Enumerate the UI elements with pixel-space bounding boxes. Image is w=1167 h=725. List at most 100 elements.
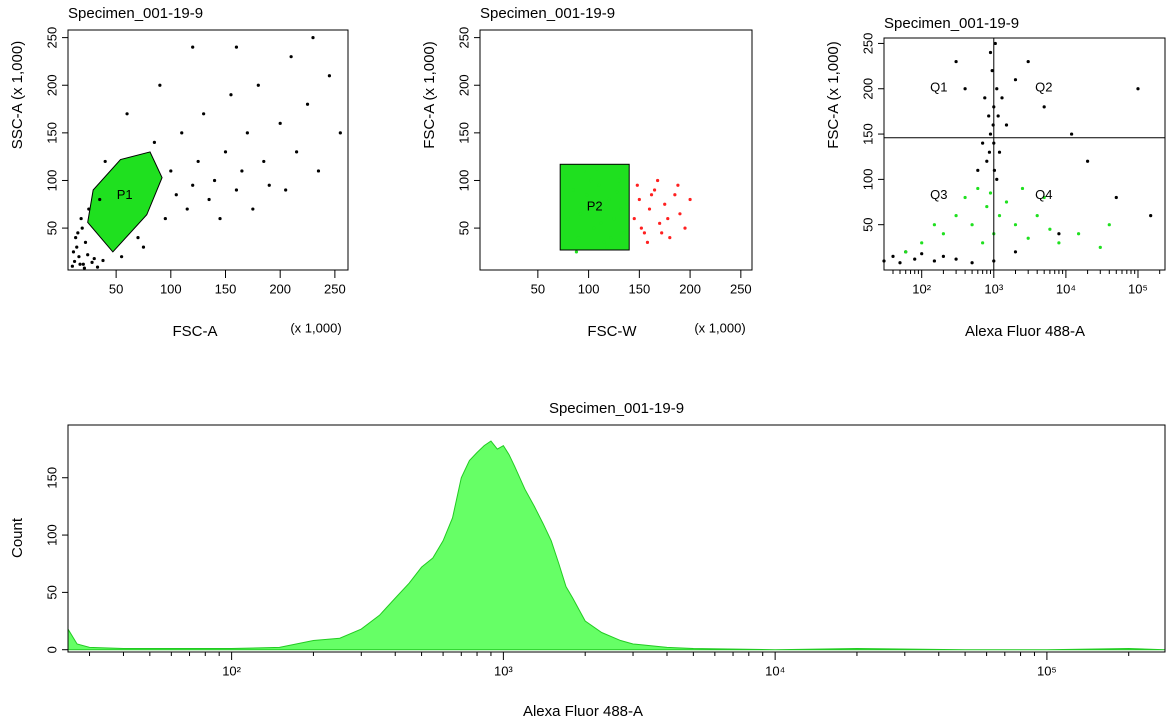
event-dot xyxy=(234,45,239,49)
event-dot xyxy=(80,226,84,230)
event-dot xyxy=(988,132,993,136)
event-dot xyxy=(83,240,88,244)
event-dot xyxy=(136,236,140,240)
event-dot xyxy=(207,197,211,202)
x-tick-label: 10³ xyxy=(984,281,1003,296)
event-dot xyxy=(86,253,90,257)
event-dot xyxy=(75,245,79,249)
event-dot xyxy=(87,207,91,211)
event-dot xyxy=(987,150,992,154)
event-dot xyxy=(615,190,619,194)
y-tick-label: 0 xyxy=(44,646,59,653)
event-dot xyxy=(1076,232,1081,236)
event-dot xyxy=(202,112,206,116)
event-dot xyxy=(1069,132,1074,136)
event-dot xyxy=(678,212,682,216)
y-axis-label: FSC-A (x 1,000) xyxy=(825,41,842,149)
event-dot xyxy=(617,178,621,183)
event-dot xyxy=(976,168,980,172)
event-dot xyxy=(954,257,958,261)
gate-p1 xyxy=(87,151,163,253)
event-dot xyxy=(163,216,167,221)
event-dot xyxy=(180,131,184,135)
y-tick-label: 100 xyxy=(456,170,471,192)
event-dot xyxy=(77,255,81,259)
x-tick-label: 100 xyxy=(160,281,182,296)
event-dot xyxy=(1013,223,1018,227)
event-dot xyxy=(602,240,606,244)
event-dot xyxy=(985,159,989,163)
x-tick-label: 100 xyxy=(578,281,600,296)
event-dot xyxy=(576,236,581,240)
event-dot xyxy=(932,259,936,263)
panel-title: Specimen_001-19-9 xyxy=(549,400,684,417)
y-tick-label: 50 xyxy=(44,221,59,235)
event-dot xyxy=(605,245,609,249)
quadrant-label: Q2 xyxy=(1035,79,1052,94)
event-dot xyxy=(660,231,664,235)
panel-title: Specimen_001-19-9 xyxy=(68,5,203,22)
event-dot xyxy=(688,197,692,202)
event-dot xyxy=(76,231,80,235)
event-dot xyxy=(338,131,342,135)
event-dot xyxy=(1004,123,1009,127)
event-dot xyxy=(891,254,895,259)
event-dot xyxy=(1013,78,1018,82)
y-tick-label: 200 xyxy=(860,78,875,100)
x-tick-label: 200 xyxy=(269,281,291,296)
event-dot xyxy=(71,250,76,254)
event-dot xyxy=(574,250,579,254)
event-dot xyxy=(72,259,77,264)
event-dot xyxy=(988,50,993,55)
quadrant-label: Q1 xyxy=(930,79,947,94)
event-dot xyxy=(983,96,987,100)
event-dot xyxy=(90,260,94,264)
event-dot xyxy=(311,36,315,40)
event-dot xyxy=(985,204,989,209)
event-dot xyxy=(683,226,687,230)
event-dot xyxy=(612,216,616,221)
x-axis-unit: (x 1,000) xyxy=(290,320,341,335)
y-tick-label: 100 xyxy=(44,524,59,546)
x-axis-label: Alexa Fluor 488-A xyxy=(965,323,1085,340)
event-dot xyxy=(970,261,974,265)
gate-p2 xyxy=(559,163,630,251)
y-axis-label: FSC-A (x 1,000) xyxy=(421,41,438,149)
event-dot xyxy=(668,236,672,240)
event-dot xyxy=(1013,250,1018,254)
event-dot xyxy=(119,255,124,259)
event-dot xyxy=(101,258,105,263)
event-dot xyxy=(1000,96,1004,100)
event-dot xyxy=(262,159,266,164)
event-dot xyxy=(251,207,255,211)
event-dot xyxy=(595,167,599,171)
event-dot xyxy=(647,207,652,211)
x-tick-label: 10⁴ xyxy=(1056,281,1076,296)
event-dot xyxy=(1042,105,1046,109)
panel: Q1 Q2 Q3 Q4 10² 10³ 10⁴ 10⁵ 50 100 150 200 250 Specim… xyxy=(825,15,1166,340)
event-dot xyxy=(284,188,288,192)
event-dot xyxy=(954,214,958,218)
event-dot xyxy=(635,183,639,187)
event-dot xyxy=(642,231,647,235)
x-tick-label: 10² xyxy=(912,281,931,296)
y-tick-label: 50 xyxy=(456,221,471,235)
event-dot xyxy=(981,141,985,145)
event-dot xyxy=(676,183,680,187)
plot-frame xyxy=(67,29,349,271)
y-tick-label: 100 xyxy=(44,170,59,192)
y-tick-label: 150 xyxy=(44,122,59,144)
event-dot xyxy=(666,216,670,221)
event-dot xyxy=(987,114,991,118)
event-dot xyxy=(941,254,945,259)
event-dot xyxy=(289,55,293,59)
y-tick-label: 50 xyxy=(44,585,59,599)
x-tick-label: 10⁴ xyxy=(765,663,785,678)
event-dot xyxy=(1098,245,1102,249)
event-dot xyxy=(1057,232,1061,236)
x-tick-label: 250 xyxy=(730,281,752,296)
event-dot xyxy=(81,262,85,266)
y-tick-label: 250 xyxy=(456,27,471,49)
event-dot xyxy=(152,140,157,144)
event-dot xyxy=(1136,87,1140,91)
